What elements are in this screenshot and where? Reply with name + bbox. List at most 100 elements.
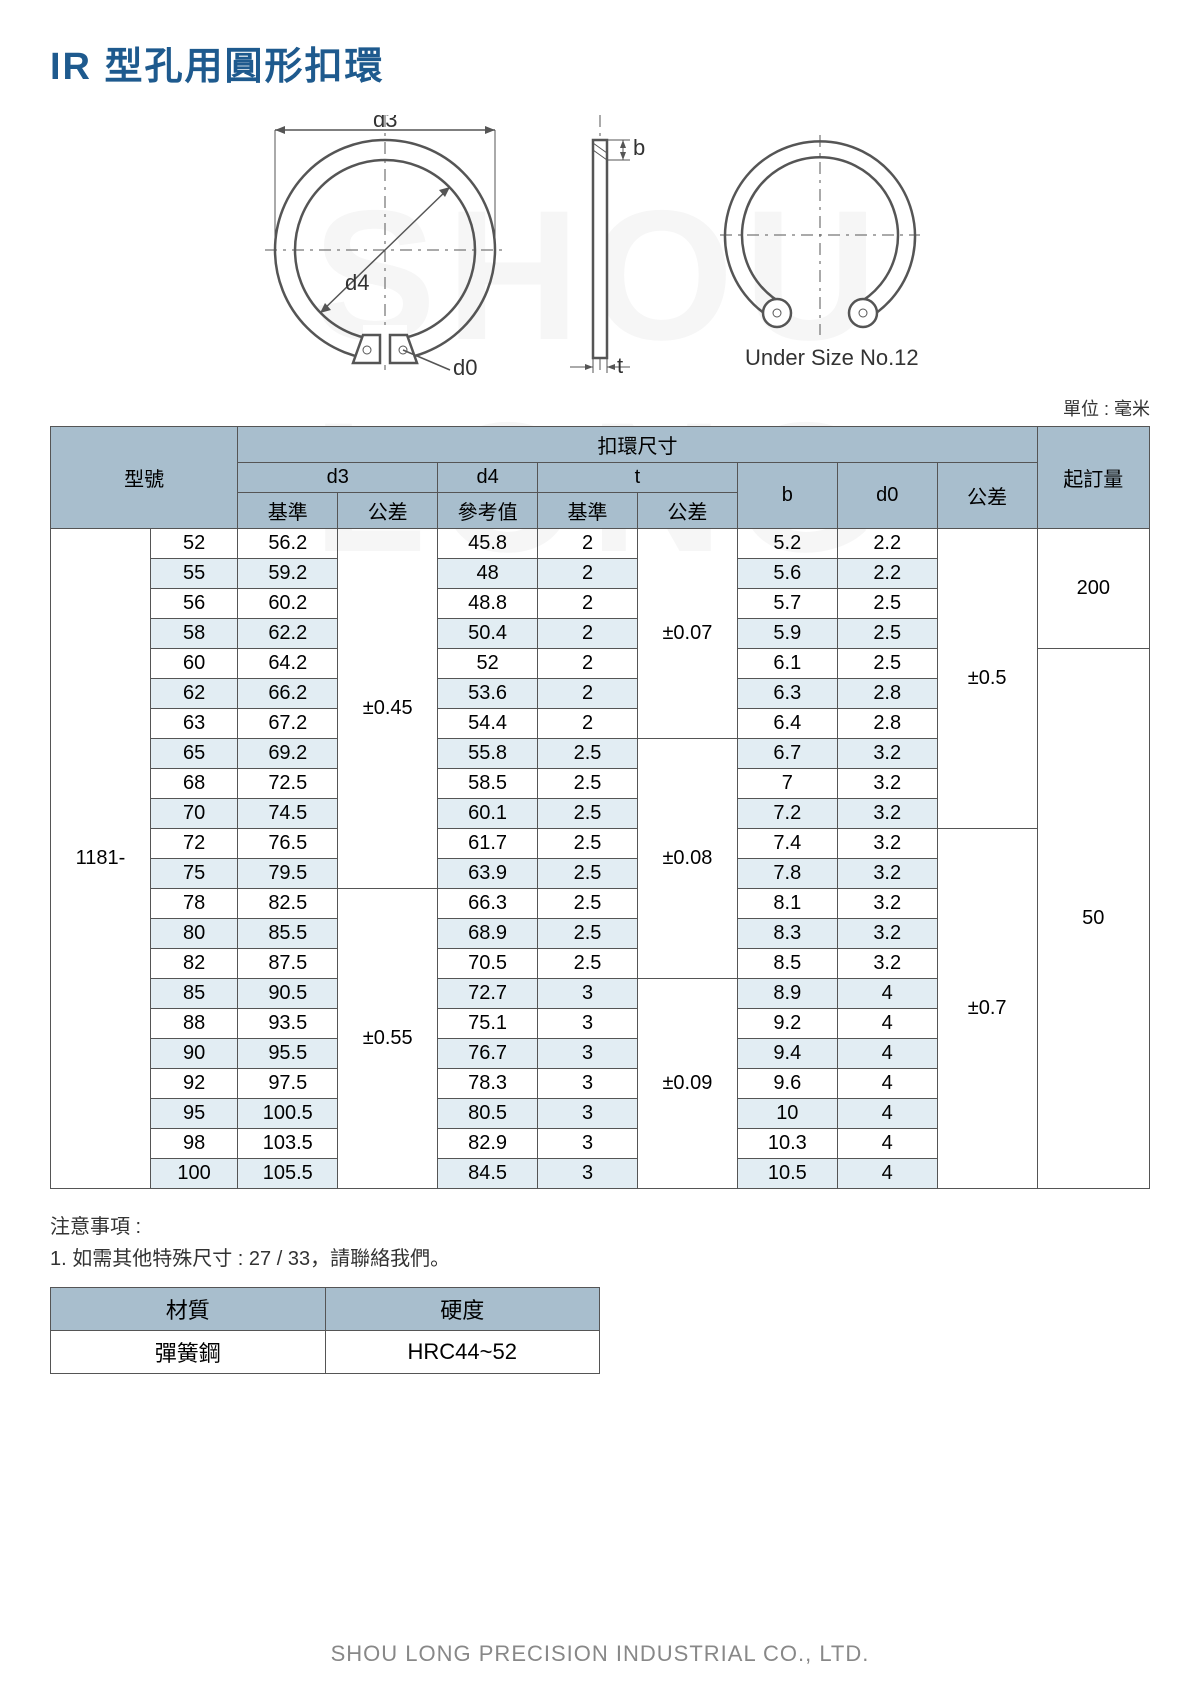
table-cell: 3.2 [837, 769, 937, 799]
diagram-front-ring: d3 d4 d0 [245, 115, 525, 375]
table-cell: 65 [150, 739, 237, 769]
table-cell: 2 [538, 589, 638, 619]
mat-value-hardness: HRC44~52 [325, 1331, 600, 1374]
table-cell: 8.5 [737, 949, 837, 979]
table-cell: 69.2 [238, 739, 338, 769]
diagram-d0-label: d0 [453, 355, 477, 375]
header-model: 型號 [51, 427, 238, 529]
table-cell: 50 [1037, 649, 1149, 1189]
header-moq: 起訂量 [1037, 427, 1149, 529]
table-cell: 58 [150, 619, 237, 649]
table-cell: 62 [150, 679, 237, 709]
table-cell: 3 [538, 1129, 638, 1159]
table-cell: 72 [150, 829, 237, 859]
table-cell: 95 [150, 1099, 237, 1129]
table-cell: 63 [150, 709, 237, 739]
table-cell: 66.2 [238, 679, 338, 709]
table-cell: 82.5 [238, 889, 338, 919]
header-t-tol: 公差 [637, 493, 737, 529]
table-cell: 76.7 [438, 1039, 538, 1069]
table-cell: 2.5 [538, 739, 638, 769]
table-cell: 5.2 [737, 529, 837, 559]
table-cell: 10.3 [737, 1129, 837, 1159]
table-cell: 2.5 [837, 619, 937, 649]
table-cell: 53.6 [438, 679, 538, 709]
table-cell: 90.5 [238, 979, 338, 1009]
table-cell: 2.2 [837, 529, 937, 559]
table-cell: 62.2 [238, 619, 338, 649]
header-t: t [538, 463, 738, 493]
table-cell: 3 [538, 1099, 638, 1129]
table-cell: 70 [150, 799, 237, 829]
table-cell: 2.5 [837, 589, 937, 619]
table-body: 1181-5256.2±0.4545.82±0.075.22.2±0.52005… [51, 529, 1150, 1189]
table-cell: 7.8 [737, 859, 837, 889]
table-cell: 55 [150, 559, 237, 589]
table-cell: 61.7 [438, 829, 538, 859]
table-cell: 1181- [51, 529, 151, 1189]
header-d3-tol: 公差 [338, 493, 438, 529]
table-cell: 8.1 [737, 889, 837, 919]
header-d4-ref: 參考值 [438, 493, 538, 529]
table-cell: 2 [538, 709, 638, 739]
diagram-under-size: Under Size No.12 [695, 115, 955, 375]
table-cell: ±0.5 [937, 529, 1037, 829]
diagram-d4-label: d4 [345, 270, 369, 295]
table-cell: 2 [538, 649, 638, 679]
footer-text: SHOU LONG PRECISION INDUSTRIAL CO., LTD. [0, 1641, 1200, 1667]
table-cell: 76.5 [238, 829, 338, 859]
table-cell: 67.2 [238, 709, 338, 739]
table-cell: 2.5 [837, 649, 937, 679]
table-cell: 7.2 [737, 799, 837, 829]
table-cell: ±0.07 [637, 529, 737, 739]
table-cell: 8.9 [737, 979, 837, 1009]
notes-section: 注意事項 : 1. 如需其他特殊尺寸 : 27 / 33，請聯絡我們。 [50, 1211, 1150, 1275]
page-title: IR 型孔用圓形扣環 [50, 35, 1150, 90]
table-cell: 75 [150, 859, 237, 889]
table-cell: 72.7 [438, 979, 538, 1009]
main-spec-table: 型號 扣環尺寸 起訂量 d3 d4 t b d0 公差 基準 公差 參考值 基準… [50, 426, 1150, 1189]
table-cell: 85 [150, 979, 237, 1009]
table-cell: 4 [837, 1039, 937, 1069]
table-cell: ±0.09 [637, 979, 737, 1189]
table-row: 7276.561.72.57.43.2±0.7 [51, 829, 1150, 859]
diagram-d3-label: d3 [373, 115, 397, 132]
table-cell: 4 [837, 1069, 937, 1099]
table-cell: 9.2 [737, 1009, 837, 1039]
table-cell: 95.5 [238, 1039, 338, 1069]
table-cell: 97.5 [238, 1069, 338, 1099]
table-cell: 52 [150, 529, 237, 559]
table-cell: 2.5 [538, 889, 638, 919]
unit-label: 單位 : 毫米 [50, 395, 1150, 421]
table-cell: 2 [538, 559, 638, 589]
table-cell: 68 [150, 769, 237, 799]
header-b: b [737, 463, 837, 529]
table-cell: 78 [150, 889, 237, 919]
table-cell: 2 [538, 619, 638, 649]
table-cell: 3.2 [837, 919, 937, 949]
table-cell: 64.2 [238, 649, 338, 679]
table-header: 型號 扣環尺寸 起訂量 d3 d4 t b d0 公差 基準 公差 參考值 基準… [51, 427, 1150, 529]
mat-header-material: 材質 [51, 1288, 326, 1331]
table-cell: 6.3 [737, 679, 837, 709]
table-cell: 58.5 [438, 769, 538, 799]
table-cell: 3.2 [837, 829, 937, 859]
table-cell: 8.3 [737, 919, 837, 949]
table-cell: 6.1 [737, 649, 837, 679]
mat-header-hardness: 硬度 [325, 1288, 600, 1331]
diagram-side-view: b t [555, 115, 665, 375]
table-cell: 3 [538, 1159, 638, 1189]
table-cell: 4 [837, 1009, 937, 1039]
table-cell: ±0.55 [338, 889, 438, 1189]
table-cell: 100.5 [238, 1099, 338, 1129]
table-cell: 2.8 [837, 709, 937, 739]
table-cell: 10 [737, 1099, 837, 1129]
diagram-t-label: t [617, 353, 623, 375]
table-cell: 2.5 [538, 769, 638, 799]
table-cell: 78.3 [438, 1069, 538, 1099]
table-cell: 85.5 [238, 919, 338, 949]
table-cell: 72.5 [238, 769, 338, 799]
table-cell: 80.5 [438, 1099, 538, 1129]
table-cell: 54.4 [438, 709, 538, 739]
table-cell: 55.8 [438, 739, 538, 769]
